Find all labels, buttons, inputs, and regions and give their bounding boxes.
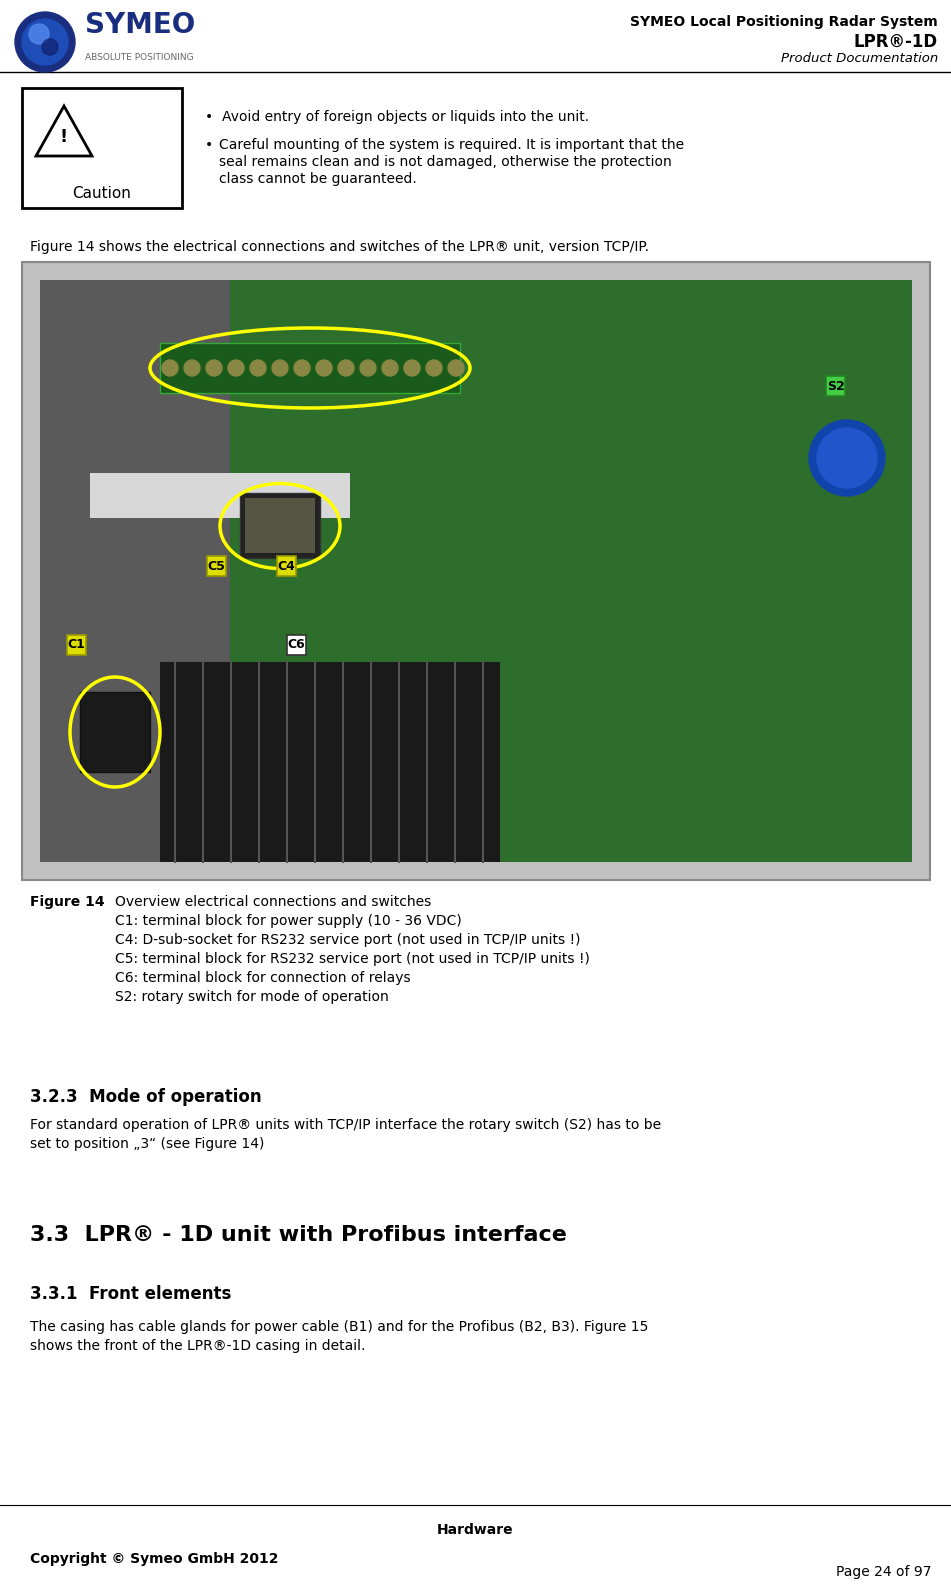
Text: seal remains clean and is not damaged, otherwise the protection: seal remains clean and is not damaged, o…: [219, 155, 671, 169]
Circle shape: [29, 24, 49, 45]
Circle shape: [206, 360, 222, 376]
Circle shape: [338, 360, 354, 376]
Circle shape: [817, 429, 877, 487]
Bar: [160, 663, 500, 862]
Text: set to position „3“ (see Figure 14): set to position „3“ (see Figure 14): [30, 1137, 264, 1152]
Circle shape: [294, 360, 310, 376]
Text: Overview electrical connections and switches: Overview electrical connections and swit…: [115, 895, 431, 910]
Text: SYMEO: SYMEO: [85, 11, 195, 38]
Text: S2: rotary switch for mode of operation: S2: rotary switch for mode of operation: [115, 989, 389, 1004]
Text: C1: terminal block for power supply (10 - 36 VDC): C1: terminal block for power supply (10 …: [115, 914, 462, 929]
Text: C5: C5: [207, 559, 225, 572]
FancyBboxPatch shape: [287, 636, 306, 655]
Text: The casing has cable glands for power cable (B1) and for the Profibus (B2, B3). : The casing has cable glands for power ca…: [30, 1321, 649, 1333]
Circle shape: [184, 360, 200, 376]
Circle shape: [426, 360, 442, 376]
Circle shape: [448, 360, 464, 376]
Circle shape: [316, 360, 332, 376]
Text: Hardware: Hardware: [437, 1523, 514, 1537]
Bar: [40, 280, 912, 862]
Bar: [40, 280, 230, 862]
Text: class cannot be guaranteed.: class cannot be guaranteed.: [219, 172, 417, 186]
Text: C4: C4: [278, 559, 296, 572]
Text: •: •: [205, 139, 213, 151]
Text: Page 24 of 97: Page 24 of 97: [836, 1564, 931, 1579]
Circle shape: [22, 19, 68, 65]
Text: ABSOLUTE POSITIONING: ABSOLUTE POSITIONING: [85, 54, 194, 62]
Text: Figure 14: Figure 14: [30, 895, 105, 910]
Polygon shape: [36, 107, 92, 156]
Text: Careful mounting of the system is required. It is important that the: Careful mounting of the system is requir…: [219, 139, 684, 151]
Text: C6: C6: [287, 639, 305, 652]
Text: C6: terminal block for connection of relays: C6: terminal block for connection of rel…: [115, 972, 411, 984]
Circle shape: [272, 360, 288, 376]
Text: SYMEO Local Positioning Radar System: SYMEO Local Positioning Radar System: [631, 14, 938, 29]
FancyBboxPatch shape: [207, 556, 226, 577]
Text: 3.2.3  Mode of operation: 3.2.3 Mode of operation: [30, 1088, 262, 1106]
Circle shape: [404, 360, 420, 376]
Circle shape: [382, 360, 398, 376]
Bar: [22, 88, 182, 209]
Text: 3.3  LPR® - 1D unit with Profibus interface: 3.3 LPR® - 1D unit with Profibus interfa…: [30, 1225, 567, 1246]
Text: •  Avoid entry of foreign objects or liquids into the unit.: • Avoid entry of foreign objects or liqu…: [205, 110, 589, 124]
Bar: [80, 691, 150, 773]
Text: For standard operation of LPR® units with TCP/IP interface the rotary switch (S2: For standard operation of LPR® units wit…: [30, 1118, 661, 1133]
Bar: [90, 473, 350, 518]
Text: Figure 14 shows the electrical connections and switches of the LPR® unit, versio: Figure 14 shows the electrical connectio…: [30, 241, 649, 253]
Circle shape: [42, 38, 58, 56]
Bar: [22, 261, 930, 879]
Text: LPR®-1D: LPR®-1D: [854, 33, 938, 51]
FancyBboxPatch shape: [826, 376, 845, 397]
Text: Product Documentation: Product Documentation: [781, 53, 938, 65]
Circle shape: [809, 421, 885, 495]
Bar: [245, 499, 315, 553]
Circle shape: [15, 13, 75, 72]
FancyBboxPatch shape: [277, 556, 296, 577]
Text: shows the front of the LPR®-1D casing in detail.: shows the front of the LPR®-1D casing in…: [30, 1340, 365, 1352]
Text: S2: S2: [826, 379, 844, 392]
Text: !: !: [60, 127, 68, 147]
Text: C5: terminal block for RS232 service port (not used in TCP/IP units !): C5: terminal block for RS232 service por…: [115, 953, 590, 965]
Text: 3.3.1  Front elements: 3.3.1 Front elements: [30, 1286, 231, 1303]
Circle shape: [250, 360, 266, 376]
Text: C4: D-sub-socket for RS232 service port (not used in TCP/IP units !): C4: D-sub-socket for RS232 service port …: [115, 933, 580, 946]
Bar: [230, 280, 912, 862]
Text: C1: C1: [68, 639, 86, 652]
Bar: [160, 342, 460, 393]
Circle shape: [360, 360, 376, 376]
FancyBboxPatch shape: [67, 636, 86, 655]
Circle shape: [228, 360, 244, 376]
Bar: [240, 492, 320, 558]
Circle shape: [162, 360, 178, 376]
Text: Copyright © Symeo GmbH 2012: Copyright © Symeo GmbH 2012: [30, 1552, 279, 1566]
Text: Caution: Caution: [72, 185, 131, 201]
